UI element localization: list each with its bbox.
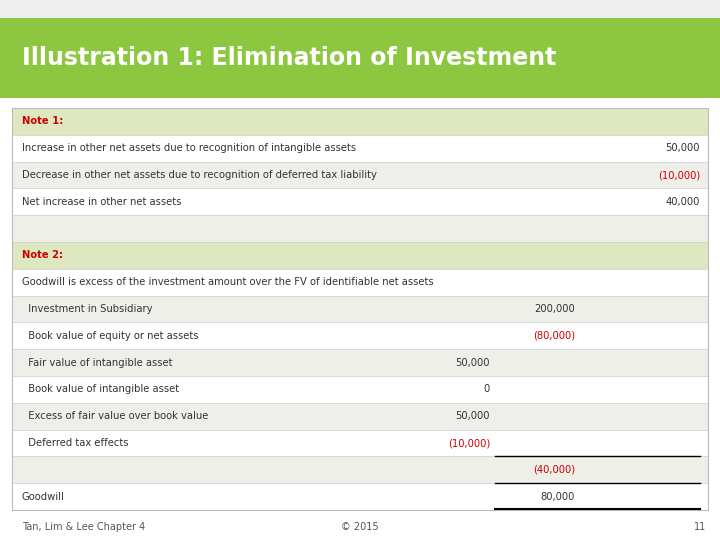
Bar bbox=[12, 161, 708, 188]
Bar bbox=[12, 483, 708, 510]
Bar bbox=[12, 349, 708, 376]
Text: (40,000): (40,000) bbox=[533, 465, 575, 475]
Bar bbox=[12, 269, 708, 295]
Text: Illustration 1: Elimination of Investment: Illustration 1: Elimination of Investmen… bbox=[22, 46, 557, 70]
Text: Note 1:: Note 1: bbox=[22, 117, 63, 126]
Bar bbox=[12, 108, 708, 510]
Text: 50,000: 50,000 bbox=[665, 143, 700, 153]
Text: Goodwill is excess of the investment amount over the FV of identifiable net asse: Goodwill is excess of the investment amo… bbox=[22, 277, 433, 287]
Text: Fair value of intangible asset: Fair value of intangible asset bbox=[22, 357, 173, 368]
Text: 200,000: 200,000 bbox=[534, 304, 575, 314]
Bar bbox=[12, 242, 708, 269]
Bar bbox=[12, 376, 708, 403]
Bar bbox=[12, 108, 708, 135]
Bar bbox=[0, 0, 720, 18]
Text: Investment in Subsidiary: Investment in Subsidiary bbox=[22, 304, 153, 314]
Bar bbox=[0, 18, 720, 98]
Text: Increase in other net assets due to recognition of intangible assets: Increase in other net assets due to reco… bbox=[22, 143, 356, 153]
Text: Deferred tax effects: Deferred tax effects bbox=[22, 438, 128, 448]
Text: 50,000: 50,000 bbox=[456, 411, 490, 421]
Text: (10,000): (10,000) bbox=[658, 170, 700, 180]
Bar bbox=[12, 295, 708, 322]
Bar bbox=[12, 188, 708, 215]
Text: 40,000: 40,000 bbox=[665, 197, 700, 207]
Text: 11: 11 bbox=[694, 522, 706, 532]
Bar bbox=[12, 135, 708, 161]
Text: Net increase in other net assets: Net increase in other net assets bbox=[22, 197, 181, 207]
Text: Book value of equity or net assets: Book value of equity or net assets bbox=[22, 331, 199, 341]
Text: Book value of intangible asset: Book value of intangible asset bbox=[22, 384, 179, 394]
Text: Decrease in other net assets due to recognition of deferred tax liability: Decrease in other net assets due to reco… bbox=[22, 170, 377, 180]
Bar bbox=[12, 430, 708, 456]
Text: Note 2:: Note 2: bbox=[22, 251, 63, 260]
Text: (10,000): (10,000) bbox=[448, 438, 490, 448]
Text: 80,000: 80,000 bbox=[541, 491, 575, 502]
Text: Goodwill: Goodwill bbox=[22, 491, 65, 502]
Text: (80,000): (80,000) bbox=[533, 331, 575, 341]
Text: Excess of fair value over book value: Excess of fair value over book value bbox=[22, 411, 208, 421]
Text: Tan, Lim & Lee Chapter 4: Tan, Lim & Lee Chapter 4 bbox=[22, 522, 145, 532]
Text: 50,000: 50,000 bbox=[456, 357, 490, 368]
Text: 0: 0 bbox=[484, 384, 490, 394]
Bar bbox=[12, 456, 708, 483]
Bar bbox=[12, 403, 708, 430]
Bar bbox=[12, 322, 708, 349]
Text: © 2015: © 2015 bbox=[341, 522, 379, 532]
Bar bbox=[12, 215, 708, 242]
